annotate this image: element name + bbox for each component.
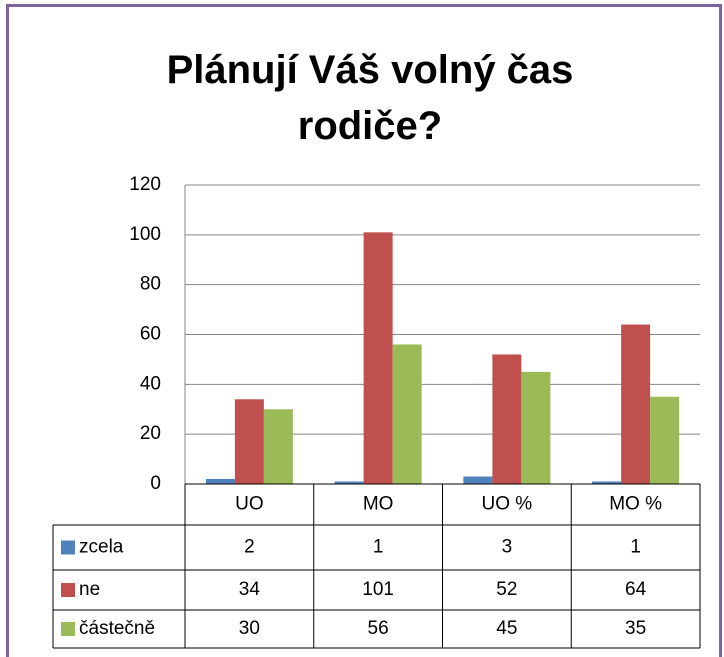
- legend-label: částečně: [79, 618, 155, 639]
- bar: [621, 324, 651, 484]
- chart-title: Plánují Váš volný čas rodiče?: [166, 48, 574, 148]
- bar: [363, 232, 393, 484]
- table-value: 34: [239, 579, 261, 600]
- table-value: 101: [362, 579, 394, 600]
- bar: [592, 481, 622, 484]
- x-tick-label: MO %: [609, 494, 662, 515]
- bar: [521, 371, 551, 484]
- y-tick-label: 40: [140, 373, 161, 394]
- table-value: 64: [625, 579, 647, 600]
- legend-key: [61, 583, 75, 597]
- legend-label: ne: [79, 579, 100, 600]
- bar: [492, 354, 522, 484]
- y-tick-label: 80: [140, 274, 161, 295]
- table-value: 3: [502, 537, 513, 558]
- bar: [392, 344, 422, 484]
- table-value: 56: [368, 618, 389, 639]
- legend-key: [61, 622, 75, 636]
- bar: [463, 476, 493, 484]
- bar: [263, 409, 293, 484]
- y-tick-label: 20: [140, 423, 161, 444]
- table-value: 35: [625, 618, 646, 639]
- y-tick-label: 120: [129, 174, 161, 195]
- bar: [650, 396, 680, 484]
- bar: [334, 481, 364, 484]
- y-tick-label: 0: [150, 473, 161, 494]
- bar: [205, 479, 235, 484]
- table-value: 2: [244, 537, 255, 558]
- table-value: 30: [239, 618, 260, 639]
- legend-label: zcela: [79, 537, 124, 558]
- x-tick-label: MO: [363, 494, 394, 515]
- chart-frame: [6, 4, 722, 657]
- table-value: 52: [496, 579, 517, 600]
- x-tick-label: UO %: [482, 494, 533, 515]
- table-value: 1: [630, 537, 641, 558]
- legend-key: [61, 540, 75, 555]
- x-tick-label: UO: [235, 494, 264, 515]
- table-value: 1: [373, 537, 384, 558]
- y-tick-label: 60: [140, 324, 161, 345]
- table-value: 45: [496, 618, 517, 639]
- bar: [234, 399, 264, 484]
- y-tick-label: 100: [129, 224, 161, 245]
